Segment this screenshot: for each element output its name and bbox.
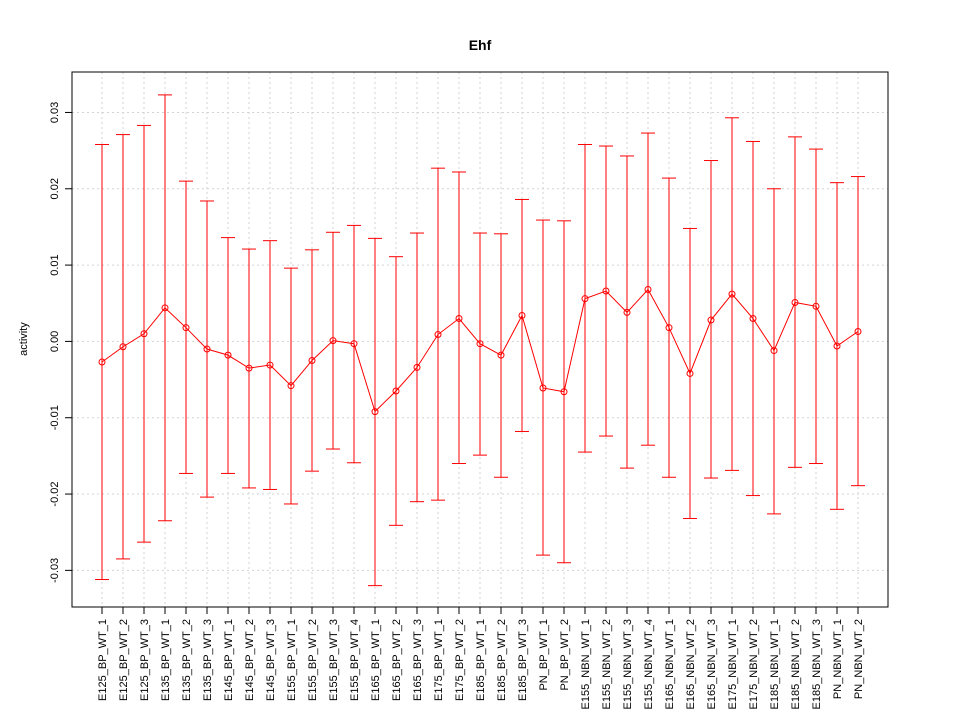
y-tick-label: -0.03 [49,558,61,583]
x-tick-label: E135_BP_WT_3 [202,619,214,701]
x-tick-label: E175_NBN_WT_1 [727,619,739,710]
x-tick-label: E125_BP_WT_1 [97,619,109,701]
data-point [392,387,400,395]
data-point [707,316,715,324]
x-tick-label: E185_NBN_WT_3 [811,619,823,710]
x-tick-label: E155_BP_WT_4 [349,619,361,701]
data-point [560,388,568,396]
data-point [665,324,673,332]
y-tick-label: 0.00 [49,331,61,352]
x-tick-label: PN_BP_WT_2 [559,619,571,691]
x-tick-label: E165_BP_WT_3 [412,619,424,701]
data-point [539,384,547,392]
y-tick-label: 0.02 [49,178,61,199]
y-axis: -0.03 -0.02 -0.01 0.00 0.01 0.02 0.03 [49,102,73,583]
x-tick-label: E165_NBN_WT_2 [685,619,697,710]
data-point [308,356,316,364]
data-point [770,347,778,355]
x-tick-label: E185_BP_WT_3 [517,619,529,701]
data-point [119,343,127,351]
data-point [581,295,589,303]
x-tick-label: E165_NBN_WT_1 [664,619,676,710]
x-tick-label: E185_BP_WT_2 [496,619,508,701]
data-point [161,304,169,312]
data-point [686,369,694,377]
x-tick-label: E135_BP_WT_2 [181,619,193,701]
y-tick-label: 0.01 [49,254,61,275]
data-point [266,361,274,369]
data-point [329,337,337,345]
x-tick-label: E155_NBN_WT_4 [643,619,655,710]
data-point [287,382,295,390]
data-point [749,315,757,323]
data-point [224,351,232,359]
data-point [854,327,862,335]
x-tick-label: E155_BP_WT_3 [328,619,340,701]
x-tick-label: E185_BP_WT_1 [475,619,487,701]
x-tick-label: E125_BP_WT_2 [118,619,130,701]
series-line [101,288,859,413]
x-tick-label: PN_NBN_WT_1 [832,619,844,699]
x-axis: E125_BP_WT_1 E125_BP_WT_2 E125_BP_WT_3 E135… [97,606,865,710]
data-point [728,290,736,298]
y-axis-label: activity [18,322,30,356]
data-point [413,363,421,371]
data-point [812,302,820,310]
data-point [182,324,190,332]
point-layer [98,286,862,416]
y-tick-label: -0.02 [49,482,61,507]
data-point [434,331,442,339]
data-point [602,287,610,295]
x-tick-label: E165_BP_WT_1 [370,619,382,701]
data-point [833,342,841,350]
data-point [245,364,253,372]
data-point [455,315,463,323]
x-tick-label: E155_NBN_WT_1 [580,619,592,710]
x-tick-label: E155_NBN_WT_3 [622,619,634,710]
x-tick-label: E175_BP_WT_2 [454,619,466,701]
data-point [98,358,106,366]
data-point [140,330,148,338]
x-tick-label: E155_BP_WT_1 [286,619,298,701]
data-point [623,308,631,316]
x-tick-label: E145_BP_WT_3 [265,619,277,701]
y-tick-label: 0.03 [49,102,61,123]
x-tick-label: E155_BP_WT_2 [307,619,319,701]
x-tick-label: E145_BP_WT_1 [223,619,235,701]
x-tick-label: E155_NBN_WT_2 [601,619,613,710]
x-tick-label: PN_BP_WT_1 [538,619,550,691]
x-tick-label: E135_BP_WT_1 [160,619,172,701]
x-tick-label: E145_BP_WT_2 [244,619,256,701]
x-tick-label: E185_NBN_WT_1 [769,619,781,710]
data-point [518,311,526,319]
y-tick-label: -0.01 [49,405,61,430]
x-tick-label: E165_NBN_WT_3 [706,619,718,710]
x-tick-label: E185_NBN_WT_2 [790,619,802,710]
x-tick-label: E165_BP_WT_2 [391,619,403,701]
x-tick-label: E125_BP_WT_3 [139,619,151,701]
data-point [371,408,379,416]
data-point [203,345,211,353]
data-point [497,351,505,359]
line-layer [101,288,859,413]
chart-title: Ehf [469,37,492,53]
x-tick-label: E175_NBN_WT_2 [748,619,760,710]
x-tick-label: PN_NBN_WT_2 [853,619,865,699]
data-point [644,286,652,294]
data-point [476,340,484,348]
data-point [791,298,799,306]
x-tick-label: E175_BP_WT_1 [433,619,445,701]
data-point [350,340,358,348]
